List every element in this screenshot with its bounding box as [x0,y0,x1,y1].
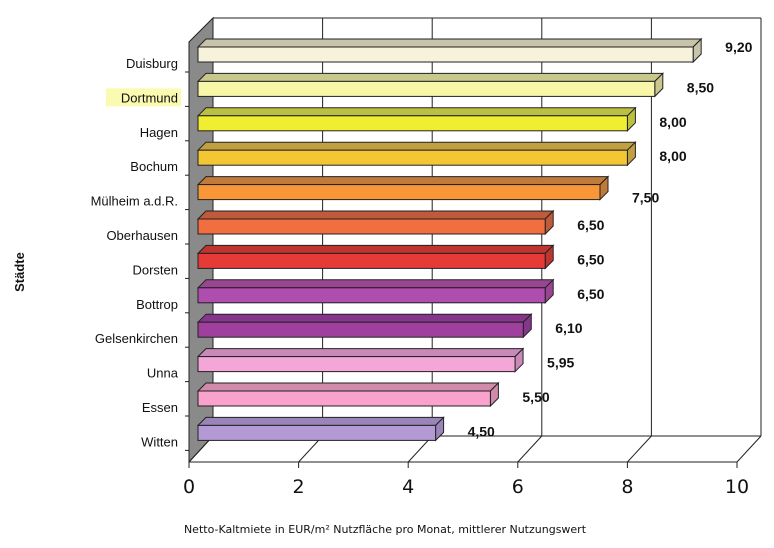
category-label: Bottrop [136,297,178,312]
category-label: Witten [141,434,178,449]
bar-dortmund [197,80,656,97]
x-tick-label: 4 [402,476,414,498]
bar-top-face [196,279,555,289]
bar-oberhausen [197,218,546,235]
bar-dorsten [197,252,546,269]
category-label: Gelsenkirchen [95,331,178,346]
bar-top-face [196,416,445,426]
bar-top-face [196,348,525,358]
category-label: Essen [142,400,178,415]
value-label: 5,95 [547,355,574,371]
bar-bottrop [197,287,546,304]
bar-top-face [196,72,665,82]
bar-duisburg [197,46,694,63]
bar-top-face [196,176,610,186]
highlight-box [106,88,181,107]
value-label: 6,50 [577,286,604,302]
bar-witten [197,424,437,441]
bar-top-face [196,382,500,392]
bar-top-face [196,210,555,220]
value-label: 6,50 [577,217,604,233]
x-tick-label: 2 [293,476,305,498]
bar-unna [197,356,516,373]
x-axis-label: Netto-Kaltmiete in EUR/m² Nutzfläche pro… [184,523,587,536]
value-label: 7,50 [632,190,659,206]
gridline-floor [736,435,762,463]
bar-mülheim-a-d-r- [197,184,601,201]
x-tick-label: 8 [621,476,633,498]
value-label: 5,50 [522,389,549,405]
category-label: Dorsten [132,262,178,277]
category-label: Dortmund [121,90,178,105]
y-axis-label: Städte [12,252,27,292]
x-tick-label: 10 [725,476,749,498]
bar-bochum [197,149,628,166]
value-label: 6,10 [555,320,582,336]
bar-top-face [196,38,703,48]
value-label: 8,00 [659,114,686,130]
bar-top-face [196,244,555,254]
bar-essen [197,390,491,407]
bar-top-face [196,107,637,117]
bars [196,37,703,442]
value-label: 8,00 [659,148,686,164]
gridline-floor [517,435,543,463]
value-label: 6,50 [577,251,604,267]
category-label: Hagen [140,125,178,140]
x-tick-label: 0 [183,476,195,498]
labels: 0 2 4 6 8 10 Duisburg 9,20 Dortmund 8,50 Hagen 8,00… [91,39,753,498]
bar-hagen [197,115,628,132]
bar-top-face [196,313,533,323]
bar-top-face [196,141,637,151]
value-label: 9,20 [725,39,752,55]
category-label: Oberhausen [106,228,178,243]
bar-gelsenkirchen [197,321,524,338]
category-label: Mülheim a.d.R. [91,194,178,209]
gridline-floor [627,435,652,463]
category-label: Unna [147,366,179,381]
x-tick-label: 6 [512,476,524,498]
value-label: 4,50 [468,423,495,439]
value-label: 8,50 [687,79,714,95]
category-label: Duisburg [126,56,178,71]
category-label: Bochum [130,159,178,174]
